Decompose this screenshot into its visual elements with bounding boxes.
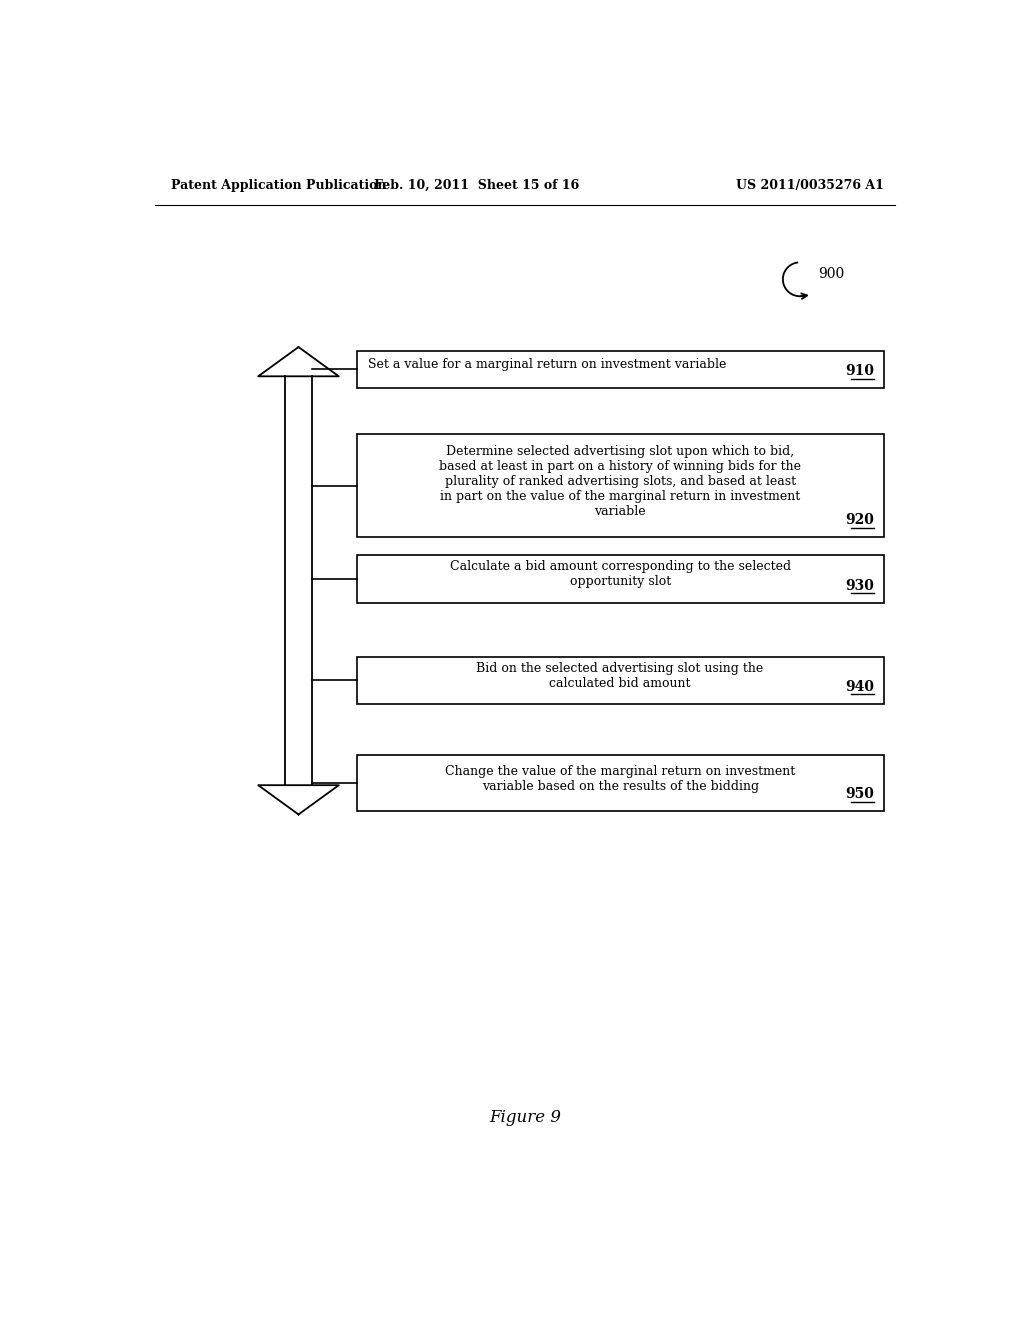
Text: 950: 950 [846, 787, 874, 801]
Text: Set a value for a marginal return on investment variable: Set a value for a marginal return on inv… [369, 358, 727, 371]
Text: Feb. 10, 2011  Sheet 15 of 16: Feb. 10, 2011 Sheet 15 of 16 [374, 178, 580, 191]
Text: Bid on the selected advertising slot using the
calculated bid amount: Bid on the selected advertising slot usi… [476, 661, 764, 690]
Text: Figure 9: Figure 9 [488, 1109, 561, 1126]
Bar [356, 755, 884, 812]
Text: 930: 930 [846, 578, 874, 593]
Text: Determine selected advertising slot upon which to bid,
based at least in part on: Determine selected advertising slot upon… [439, 445, 801, 517]
Text: Change the value of the marginal return on investment
variable based on the resu: Change the value of the marginal return … [445, 764, 796, 792]
Text: US 2011/0035276 A1: US 2011/0035276 A1 [736, 178, 884, 191]
Text: 900: 900 [818, 267, 844, 281]
Text: Patent Application Publication: Patent Application Publication [171, 178, 386, 191]
Bar [356, 554, 884, 603]
Text: 940: 940 [846, 680, 874, 693]
Text: 920: 920 [846, 513, 874, 527]
Bar [356, 657, 884, 704]
Bar [356, 351, 884, 388]
Text: 910: 910 [846, 364, 874, 378]
Bar [356, 434, 884, 537]
Text: Calculate a bid amount corresponding to the selected
opportunity slot: Calculate a bid amount corresponding to … [450, 560, 791, 589]
